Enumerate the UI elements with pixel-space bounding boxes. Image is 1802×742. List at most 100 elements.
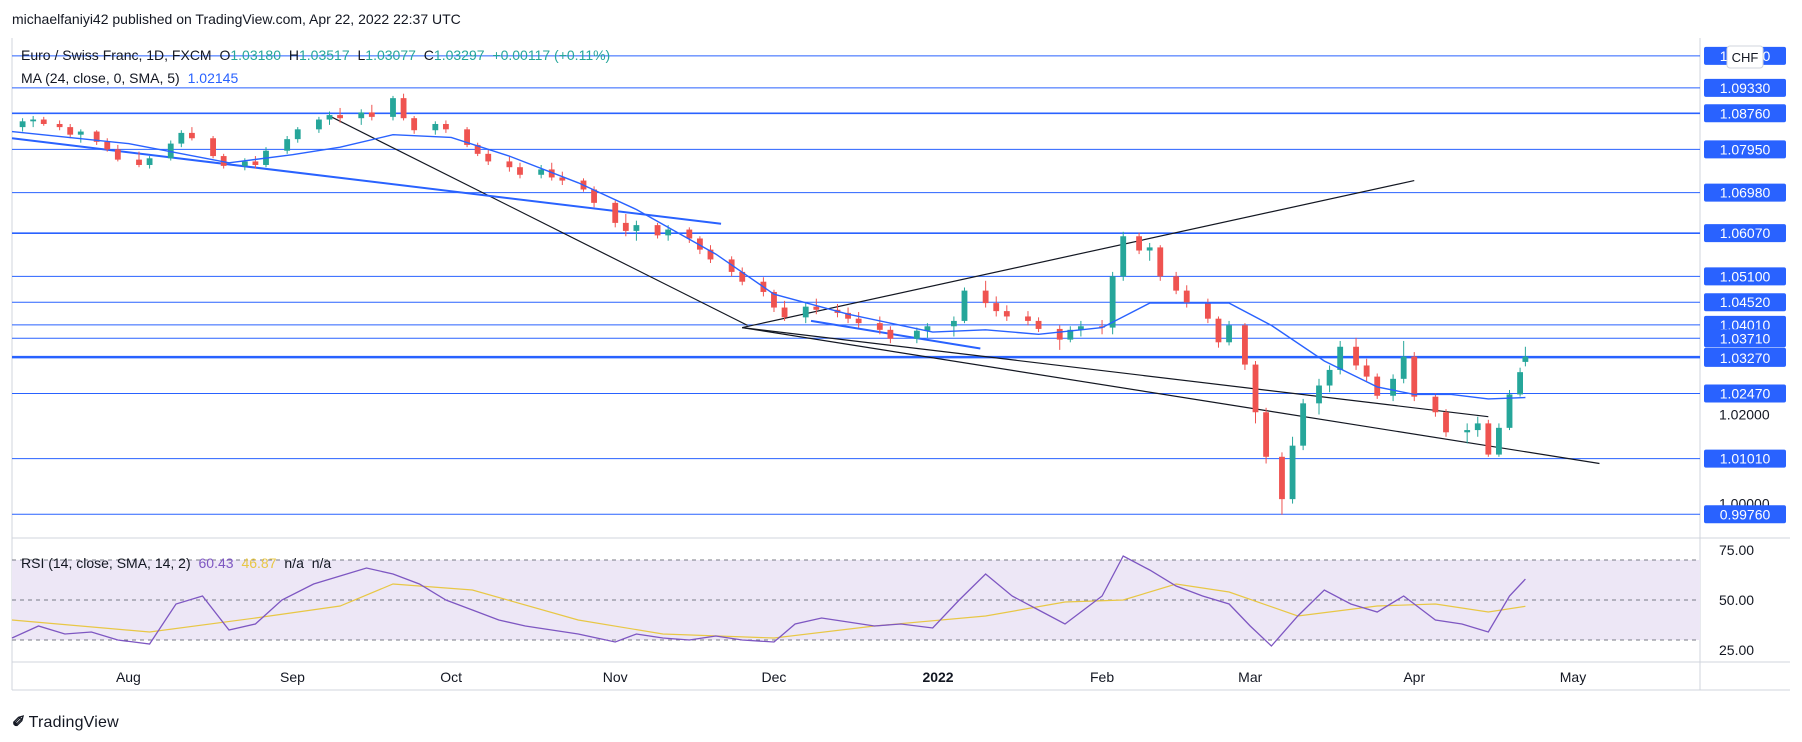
candle (400, 93, 407, 121)
candle-body (1056, 328, 1063, 340)
candle-body (442, 123, 449, 130)
candle (1003, 305, 1010, 321)
candle-body (1464, 430, 1471, 433)
candle-body (1496, 427, 1502, 455)
candle (612, 200, 619, 228)
candle (1496, 423, 1502, 457)
candle (1056, 325, 1063, 350)
price-badge: 1.05100 (1704, 267, 1786, 286)
price-badge: 1.09330 (1704, 78, 1786, 97)
candle-body (1120, 236, 1127, 277)
price-badge-bg (1704, 449, 1786, 468)
candle-body (358, 112, 365, 119)
open-label: O (219, 47, 231, 63)
candle-body (1390, 378, 1397, 396)
candle-body (40, 119, 47, 124)
candle (887, 326, 894, 344)
change-value: +0.00117 (+0.11%) (492, 47, 611, 63)
price-badge-bg (1704, 140, 1786, 159)
candle (739, 267, 746, 286)
low-value: 1.03077 (365, 47, 416, 63)
candle (189, 127, 195, 141)
candle-body (1485, 423, 1492, 455)
price-badge-label: 0.99760 (1720, 506, 1771, 522)
tradingview-logo[interactable]: ✐ TradingView (12, 712, 119, 732)
candle-body (845, 312, 851, 319)
candle-body (559, 177, 566, 181)
time-axis-label: Oct (440, 669, 462, 685)
moving-average-line (11, 130, 1526, 400)
time-axis-label: Aug (116, 669, 141, 685)
candle (1067, 326, 1074, 343)
candle-body (1252, 364, 1259, 413)
trend-line (742, 327, 1489, 418)
candle (1506, 389, 1513, 431)
candle-body (1035, 320, 1042, 329)
candle (411, 115, 418, 134)
candle (104, 138, 111, 152)
candle (993, 296, 1000, 317)
price-badge-bg (1704, 329, 1786, 348)
price-badge: 1.08760 (1704, 104, 1786, 123)
candle-body (400, 98, 407, 119)
candle (294, 127, 301, 143)
trend-line (329, 115, 748, 326)
price-badge: 1.06980 (1704, 183, 1786, 202)
candle (1120, 231, 1127, 281)
candle (982, 280, 989, 308)
candle-body (612, 202, 619, 223)
candle (1316, 378, 1322, 415)
candle (1289, 436, 1296, 504)
candle (559, 171, 566, 186)
time-axis-label: Apr (1403, 669, 1425, 685)
candle-body (1279, 456, 1285, 500)
rsi-axis-label: 75.00 (1719, 542, 1754, 558)
price-badge-bg (1704, 104, 1786, 123)
candle-body (146, 158, 153, 165)
price-badge: 0.99760 (1704, 505, 1786, 524)
price-badge-label: 1.09330 (1720, 80, 1771, 96)
main-pane (12, 38, 1700, 537)
price-badge-label: 1.04520 (1720, 294, 1771, 310)
candle-body (432, 123, 439, 131)
candle-body (1157, 247, 1164, 277)
candle-body (1136, 236, 1143, 251)
candle (1242, 323, 1248, 370)
close-label: C (423, 47, 434, 63)
candle-body (633, 225, 640, 231)
candle (1136, 232, 1143, 255)
candle-body (887, 329, 894, 339)
publish-line: michaelfaniyi42 published on TradingView… (12, 11, 461, 27)
candle-body (1183, 290, 1190, 304)
candle (114, 144, 121, 162)
low-label: L (357, 47, 366, 63)
price-badge-label: 1.03710 (1720, 330, 1771, 346)
candle (19, 118, 26, 132)
candle-body (337, 115, 343, 119)
price-badge-label: 1.05100 (1720, 268, 1771, 284)
candle-body (1289, 445, 1296, 500)
candle-body (1432, 396, 1439, 413)
candle-body (464, 129, 470, 145)
candle-body (390, 98, 396, 117)
candle-body (1003, 311, 1010, 317)
candle (136, 151, 142, 168)
currency-badge-bg (1726, 45, 1764, 69)
candle-body (241, 161, 248, 166)
candle-body (961, 290, 968, 321)
price-badge-bg (1704, 267, 1786, 286)
price-badge: 1.06070 (1704, 224, 1786, 243)
candle (1326, 365, 1333, 393)
candle-body (1337, 346, 1344, 370)
price-badge-bg (1704, 293, 1786, 312)
candle (40, 116, 47, 126)
candle (654, 222, 661, 239)
candle-body (802, 306, 809, 318)
candle (485, 149, 492, 165)
candle-body (1173, 276, 1180, 291)
ma-value: 1.02145 (187, 70, 239, 86)
candle (464, 127, 470, 148)
candle (781, 300, 788, 321)
time-axis-label: Feb (1090, 669, 1114, 685)
